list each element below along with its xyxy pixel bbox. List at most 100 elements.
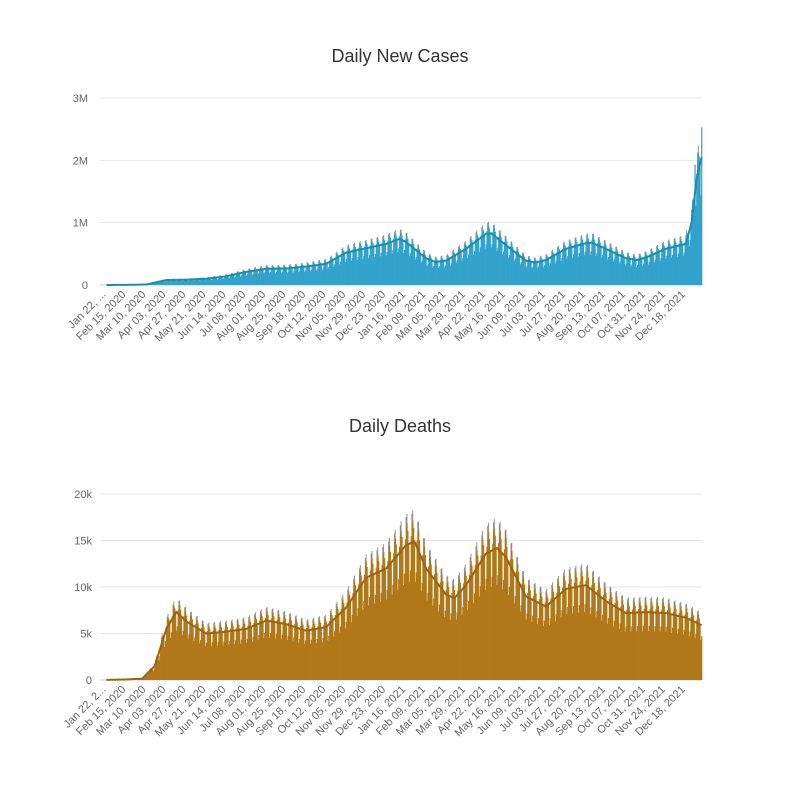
bar <box>349 248 351 285</box>
bar <box>329 614 332 680</box>
bar <box>694 638 696 680</box>
bar-highlight <box>278 609 280 614</box>
bar <box>357 257 359 285</box>
bar <box>374 253 377 285</box>
bar <box>604 242 606 285</box>
bar <box>397 252 399 285</box>
bar-highlight <box>545 254 547 257</box>
bar-highlight <box>312 261 314 263</box>
bar <box>580 572 582 680</box>
bar-highlight <box>441 255 443 258</box>
bar <box>408 581 411 680</box>
bar <box>208 625 210 680</box>
bar <box>144 675 146 680</box>
bar <box>701 636 703 680</box>
bar <box>620 606 622 680</box>
bar <box>241 626 243 680</box>
bar <box>334 614 337 680</box>
bar <box>171 616 173 680</box>
bar-highlight <box>574 238 576 241</box>
bar <box>418 530 420 680</box>
bar <box>181 281 183 285</box>
bar <box>683 252 685 285</box>
bar <box>442 258 444 285</box>
bar-highlight <box>195 616 197 621</box>
bar-highlight <box>377 236 379 240</box>
bar <box>257 639 259 680</box>
bar <box>427 592 429 680</box>
bar-highlight <box>428 254 430 256</box>
bar <box>657 248 660 285</box>
bar <box>333 266 335 285</box>
bar <box>488 531 490 680</box>
bar <box>555 614 557 680</box>
bar <box>259 267 262 285</box>
bar <box>418 540 421 680</box>
bar-highlight <box>533 257 535 260</box>
bar <box>667 243 670 285</box>
bar <box>250 271 253 285</box>
bar <box>483 545 485 680</box>
bar <box>497 575 499 680</box>
bar <box>477 555 479 680</box>
bar <box>438 604 441 680</box>
bar <box>246 638 248 680</box>
bar-highlight <box>289 264 290 266</box>
bar <box>199 280 201 285</box>
bar <box>609 246 611 285</box>
bar <box>517 564 519 680</box>
bar <box>677 628 680 680</box>
bar-highlight <box>516 557 518 565</box>
bar <box>258 634 260 680</box>
bar <box>503 579 505 680</box>
bar <box>531 268 533 285</box>
bar <box>652 605 654 680</box>
bar <box>313 621 315 680</box>
bar <box>375 244 377 285</box>
bar <box>281 271 283 285</box>
bar <box>312 622 314 680</box>
bar <box>262 269 264 285</box>
bar <box>550 598 552 680</box>
bar <box>454 255 456 285</box>
bar-highlight <box>691 199 693 205</box>
bar <box>541 258 543 285</box>
bar <box>160 280 163 285</box>
bar <box>597 583 600 680</box>
bar <box>646 605 648 680</box>
bar <box>390 241 392 285</box>
bar <box>341 250 343 285</box>
bar-highlight <box>265 265 267 267</box>
bar <box>284 265 286 285</box>
bar <box>182 280 184 285</box>
bar <box>676 615 678 680</box>
bar <box>254 268 257 285</box>
bar <box>562 249 564 285</box>
bar <box>319 261 321 285</box>
bar <box>639 601 641 680</box>
bar <box>509 246 511 285</box>
bar-highlight <box>533 584 535 590</box>
bar <box>157 281 159 285</box>
bar-highlight <box>627 597 629 603</box>
bar <box>416 249 418 285</box>
bar <box>259 269 261 285</box>
bar <box>686 233 689 285</box>
bar <box>503 251 505 285</box>
bar <box>623 612 625 680</box>
bar <box>398 236 401 285</box>
bar <box>657 605 660 680</box>
bar <box>279 266 281 285</box>
bar <box>620 254 622 285</box>
bar <box>329 260 331 285</box>
bar <box>701 127 703 286</box>
y-tick-label: 3M <box>73 93 88 105</box>
bar <box>556 592 558 680</box>
bar-highlight <box>330 255 332 258</box>
bar-highlight <box>638 254 640 256</box>
bar <box>336 253 338 285</box>
bar <box>401 536 403 680</box>
bar <box>165 641 167 680</box>
bar <box>342 599 344 680</box>
bar <box>237 622 239 680</box>
